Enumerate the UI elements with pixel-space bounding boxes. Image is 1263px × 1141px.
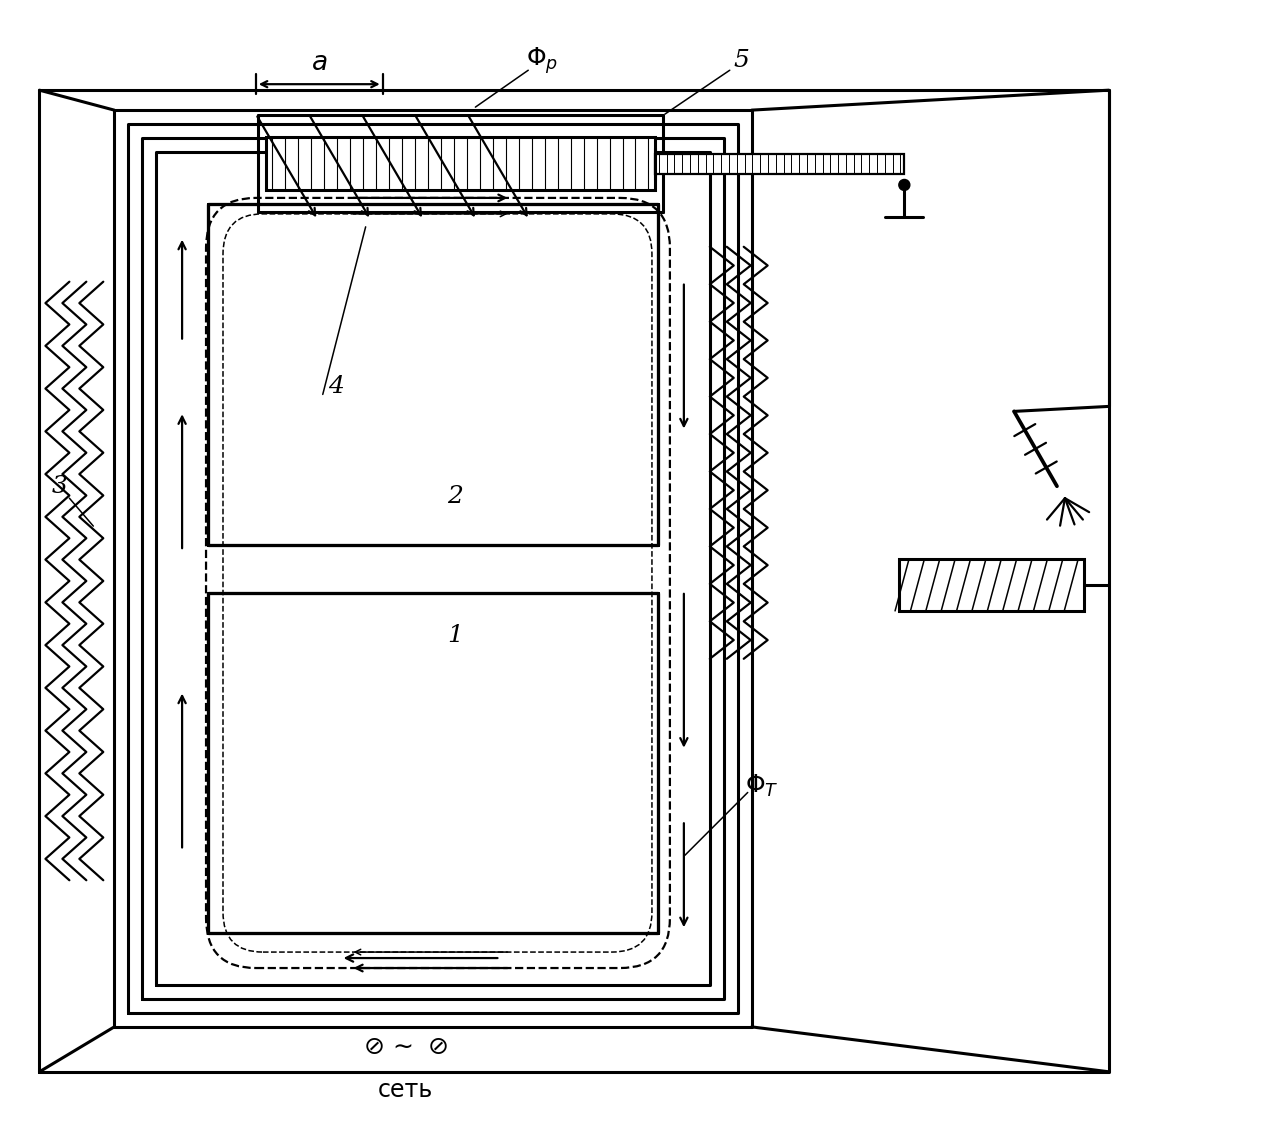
Bar [208,593,658,933]
Text: 5: 5 [734,49,750,72]
Circle shape [899,179,909,191]
Text: $\Phi_p$: $\Phi_p$ [527,44,558,75]
Text: сеть: сеть [378,1078,433,1102]
Text: 1: 1 [447,624,464,647]
Text: $\Phi_T$: $\Phi_T$ [745,772,778,799]
Text: 4: 4 [328,375,344,398]
Bar [899,559,1084,610]
Text: 3: 3 [52,475,67,497]
Bar [266,137,655,189]
Text: $\oslash\,{\sim}\,\oslash$: $\oslash\,{\sim}\,\oslash$ [362,1036,448,1059]
Bar [655,154,904,173]
Text: 2: 2 [447,485,464,508]
Text: $a$: $a$ [311,50,327,75]
Bar [208,204,658,545]
